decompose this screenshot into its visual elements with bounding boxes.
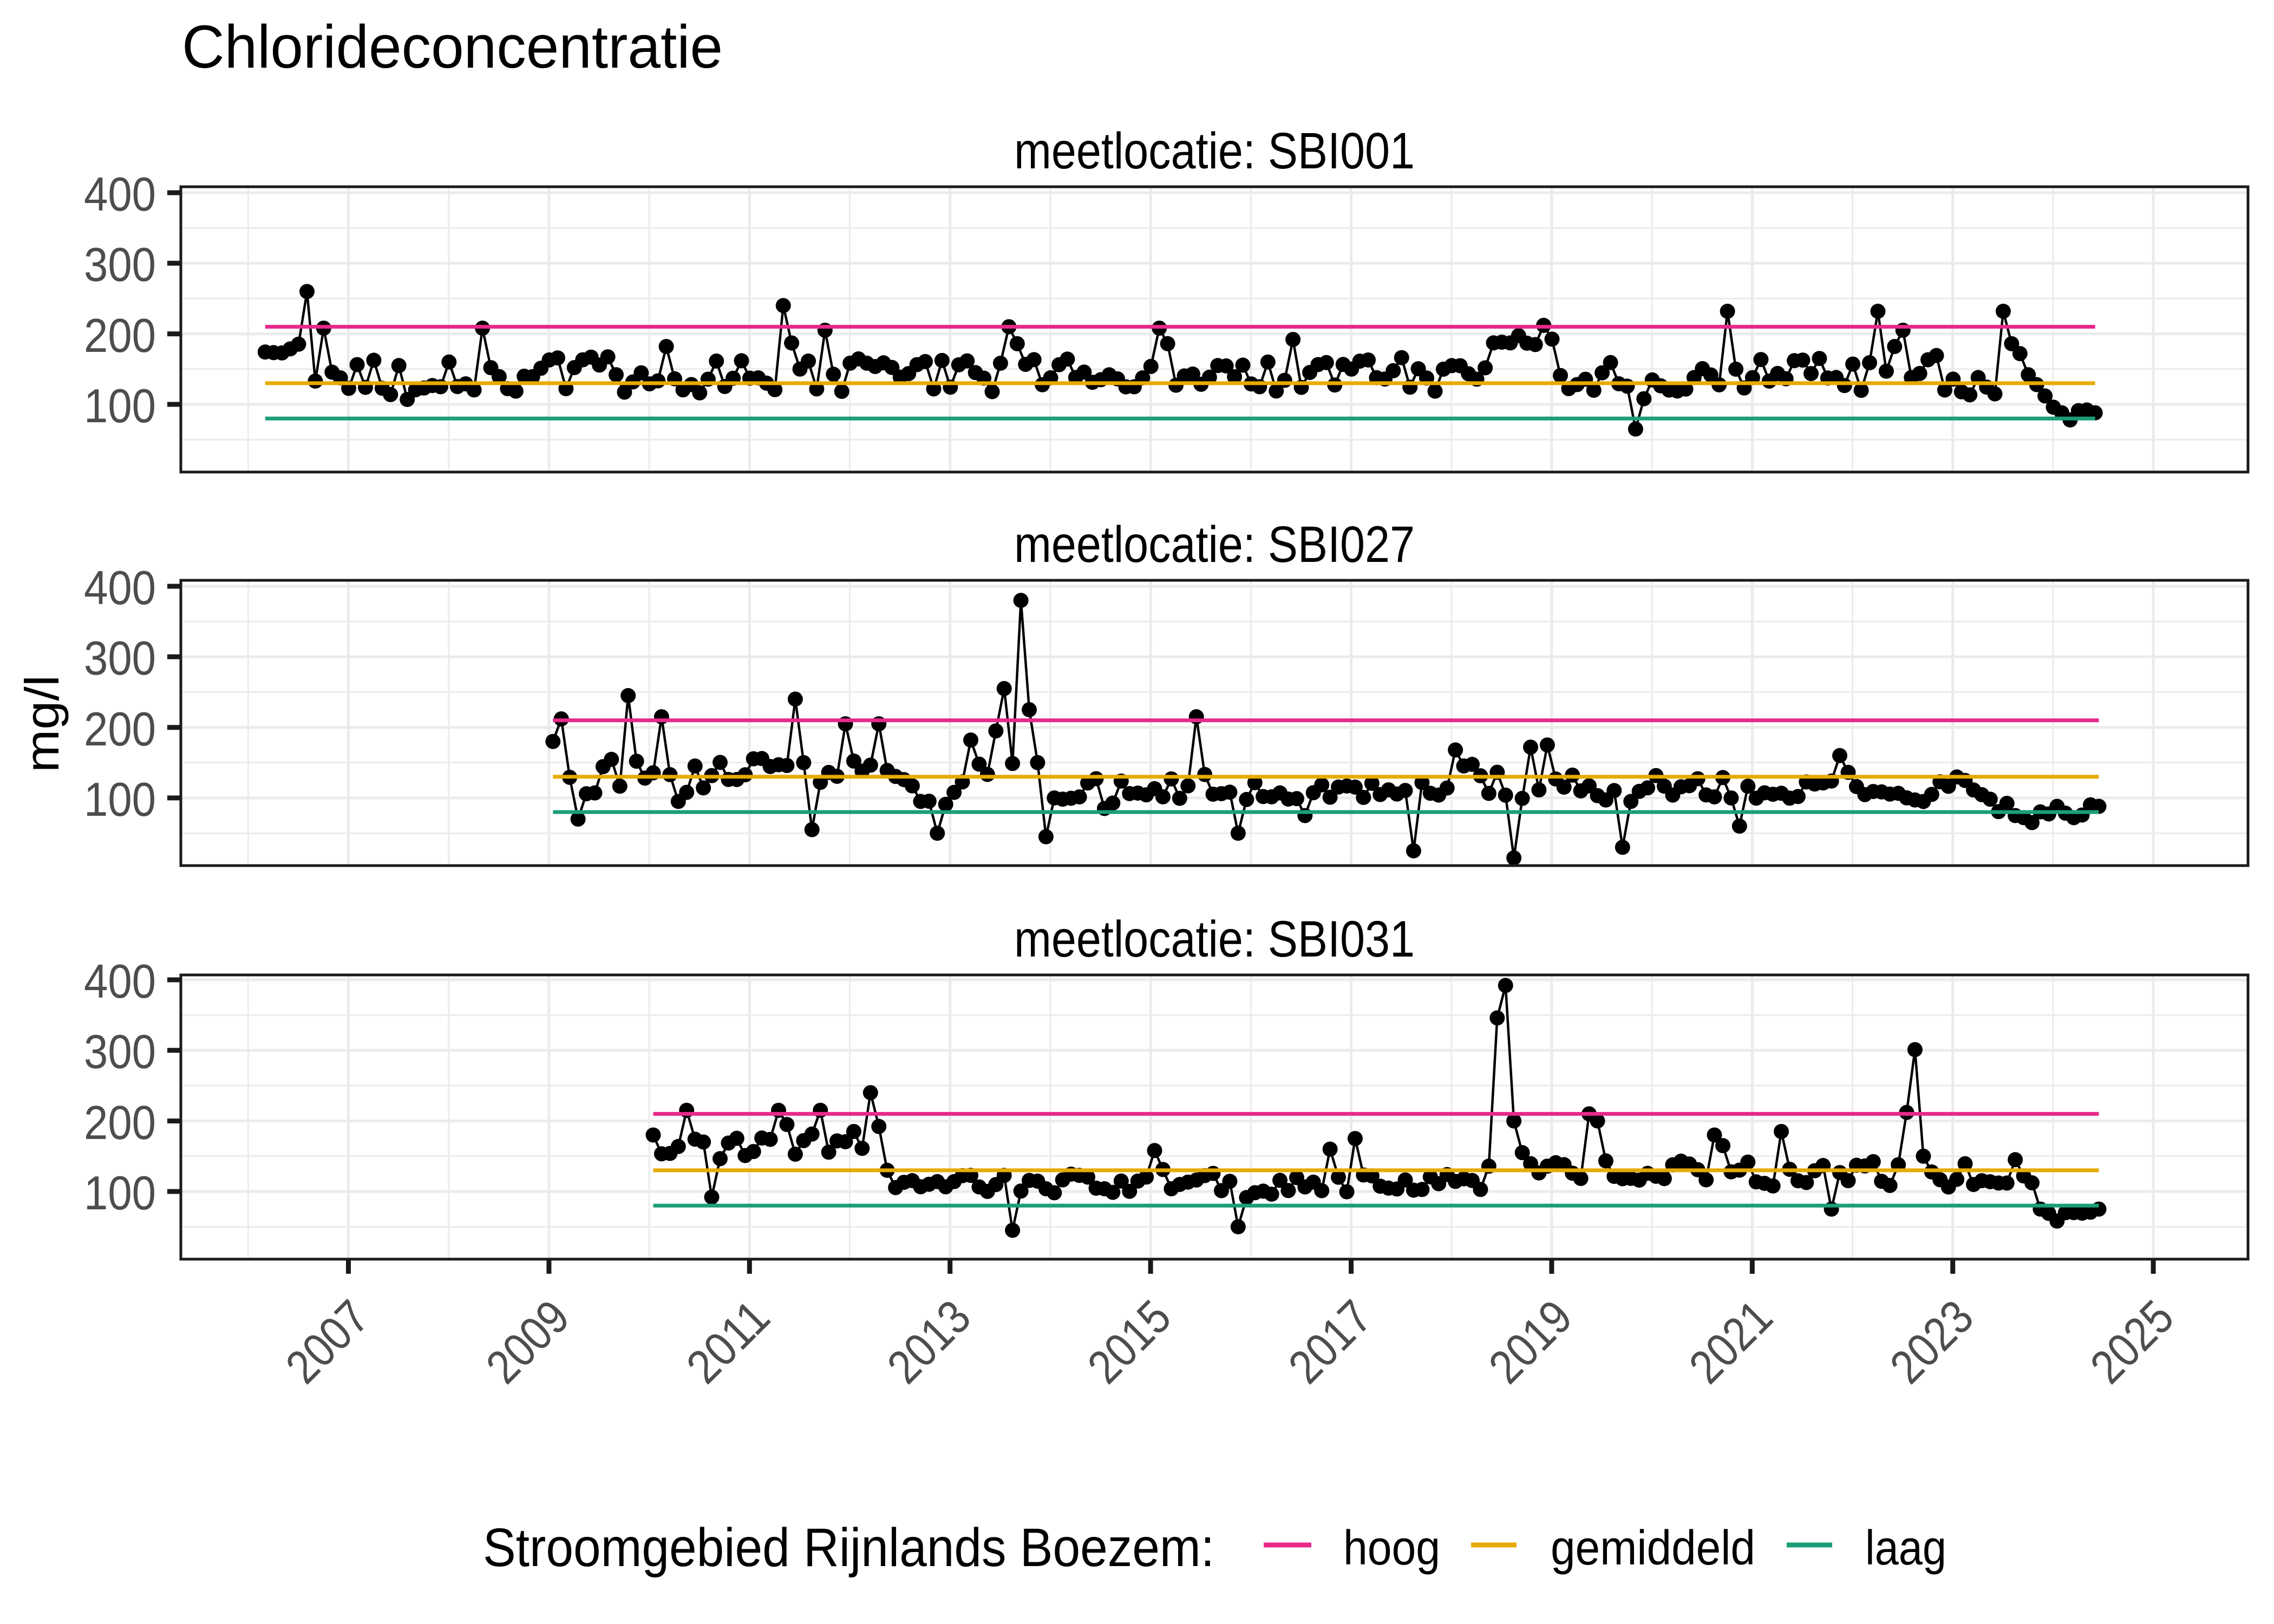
svg-text:meetlocatie: SBI001: meetlocatie: SBI001 xyxy=(1014,122,1415,180)
svg-text:300: 300 xyxy=(84,238,156,291)
svg-text:100: 100 xyxy=(84,1166,156,1220)
svg-text:100: 100 xyxy=(84,772,156,826)
svg-text:200: 200 xyxy=(84,1096,156,1149)
svg-text:200: 200 xyxy=(84,309,156,362)
svg-text:Chlorideconcentratie: Chlorideconcentratie xyxy=(182,13,723,81)
svg-text:400: 400 xyxy=(84,954,156,1008)
svg-text:mg/l: mg/l xyxy=(15,675,69,772)
svg-text:200: 200 xyxy=(84,702,156,756)
svg-text:300: 300 xyxy=(84,1025,156,1078)
svg-text:400: 400 xyxy=(84,561,156,614)
svg-text:100: 100 xyxy=(84,379,156,433)
svg-text:gemiddeld: gemiddeld xyxy=(1551,1521,1755,1575)
svg-text:300: 300 xyxy=(84,631,156,685)
svg-text:meetlocatie: SBI031: meetlocatie: SBI031 xyxy=(1014,911,1415,968)
svg-text:Stroomgebied Rijnlands Boezem:: Stroomgebied Rijnlands Boezem: xyxy=(483,1517,1214,1578)
svg-text:meetlocatie: SBI027: meetlocatie: SBI027 xyxy=(1014,516,1415,573)
svg-text:hoog: hoog xyxy=(1343,1521,1440,1575)
svg-text:400: 400 xyxy=(84,167,156,221)
svg-text:laag: laag xyxy=(1865,1521,1946,1575)
